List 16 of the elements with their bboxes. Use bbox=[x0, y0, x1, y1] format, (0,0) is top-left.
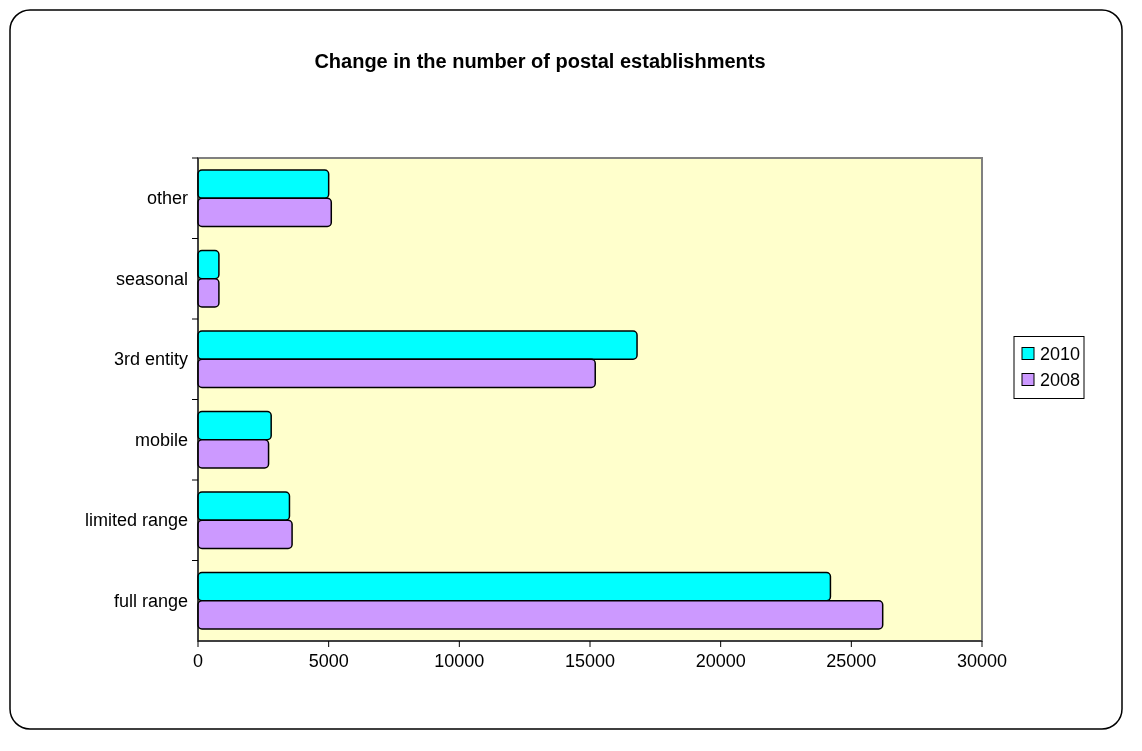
chart-title: Change in the number of postal establishments bbox=[314, 50, 766, 72]
y-tick-label: full range bbox=[113, 590, 188, 611]
x-tick-label: 25000 bbox=[826, 651, 877, 671]
x-tick-label: 15000 bbox=[564, 651, 616, 671]
x-tick-label: 0 bbox=[192, 651, 204, 671]
y-tick-label: mobile bbox=[134, 429, 188, 450]
legend-label: 2008 bbox=[1040, 369, 1081, 390]
y-tick-label: seasonal bbox=[115, 268, 188, 289]
y-tick-label: other bbox=[146, 188, 188, 209]
x-tick-label: 5000 bbox=[308, 651, 349, 671]
legend-label: 2010 bbox=[1040, 343, 1081, 364]
x-tick-label: 10000 bbox=[434, 651, 485, 671]
y-tick-label: 3rd entity bbox=[113, 349, 188, 370]
x-tick-label: 20000 bbox=[695, 651, 746, 671]
y-tick-label: limited range bbox=[84, 510, 188, 531]
x-tick-label: 30000 bbox=[956, 651, 1008, 671]
